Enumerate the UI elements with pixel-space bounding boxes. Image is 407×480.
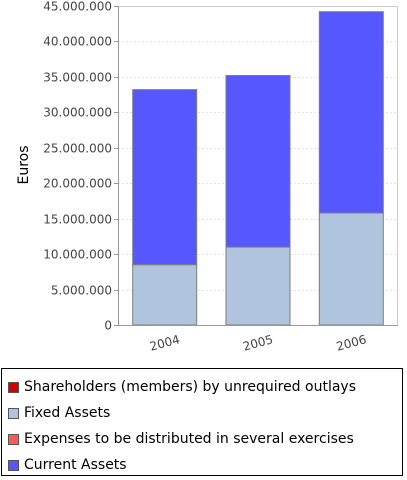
y-tick-label: 20.000.000 — [43, 177, 112, 191]
legend-label-shareholders: Shareholders (members) by unrequired out… — [24, 379, 356, 395]
bar-fixed-2005 — [225, 246, 291, 326]
stacked-bar-chart: 0 5.000.000 10.000.000 15.000.000 20.000.000… — [16, 0, 398, 354]
x-tick-label: 2005 — [241, 332, 274, 353]
bar-current-2005 — [225, 75, 291, 248]
legend-swatch-current-assets — [8, 459, 19, 471]
chart-legend: Shareholders (members) by unrequired out… — [1, 368, 403, 476]
y-axis-ticks: 0 5.000.000 10.000.000 15.000.000 20.000.000… — [43, 0, 118, 333]
legend-swatch-fixed-assets — [8, 407, 19, 419]
legend-swatch-expenses — [8, 433, 19, 445]
legend-label-fixed-assets: Fixed Assets — [24, 405, 111, 421]
y-tick-label: 40.000.000 — [43, 35, 112, 49]
legend-item-shareholders: Shareholders (members) by unrequired out… — [2, 374, 402, 400]
legend-label-current-assets: Current Assets — [24, 457, 127, 473]
y-tick-label: 45.000.000 — [43, 0, 112, 14]
x-tick-label: 2004 — [148, 332, 181, 353]
y-axis-label: Euros — [16, 145, 32, 184]
x-axis-ticks: 2004 2005 2006 — [148, 332, 368, 353]
bars — [132, 11, 384, 326]
y-tick-label: 10.000.000 — [43, 248, 112, 262]
legend-item-expenses: Expenses to be distributed in several ex… — [2, 426, 402, 452]
legend-item-fixed-assets: Fixed Assets — [2, 400, 402, 426]
y-tick-label: 0 — [104, 319, 112, 333]
bar-current-2004 — [132, 89, 198, 266]
y-tick-label: 35.000.000 — [43, 71, 112, 85]
x-tick-label: 2006 — [335, 332, 368, 353]
y-tick-label: 5.000.000 — [51, 284, 112, 298]
legend-label-expenses: Expenses to be distributed in several ex… — [24, 431, 354, 447]
y-tick-label: 30.000.000 — [43, 106, 112, 120]
legend-swatch-shareholders — [8, 381, 19, 393]
bar-current-2006 — [318, 11, 384, 214]
legend-item-current-assets: Current Assets — [2, 452, 402, 478]
bar-fixed-2004 — [132, 264, 198, 326]
y-tick-label: 15.000.000 — [43, 213, 112, 227]
y-tick-label: 25.000.000 — [43, 142, 112, 156]
bar-fixed-2006 — [318, 212, 384, 326]
